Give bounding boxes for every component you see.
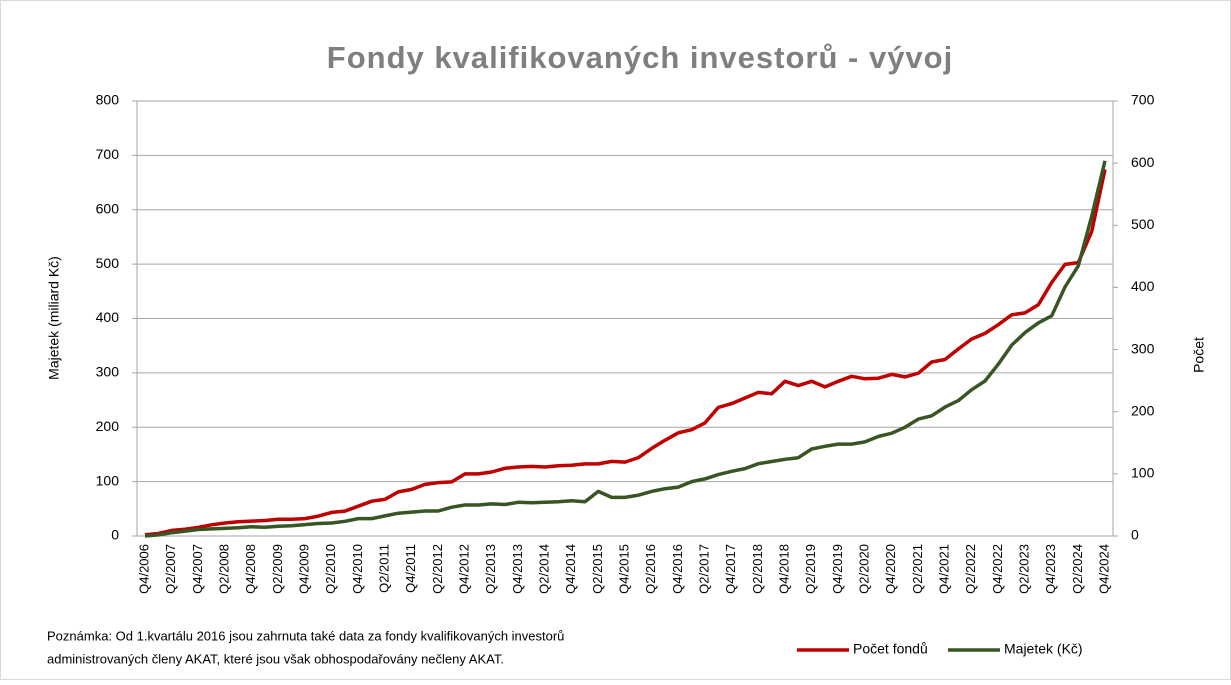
x-tick-label: Q2/2020 bbox=[856, 544, 871, 594]
x-tick-label: Q4/2017 bbox=[723, 544, 738, 594]
x-tick-label: Q2/2016 bbox=[643, 544, 658, 594]
legend-label: Počet fondů bbox=[853, 641, 928, 657]
x-tick-label: Q4/2007 bbox=[190, 544, 205, 594]
legend-label: Majetek (Kč) bbox=[1004, 641, 1083, 657]
x-tick-label: Q2/2013 bbox=[483, 544, 498, 594]
y-tick-label: 500 bbox=[96, 255, 120, 271]
y2-tick-label: 300 bbox=[1131, 340, 1155, 356]
x-tick-label: Q4/2016 bbox=[670, 544, 685, 594]
x-tick-label: Q4/2018 bbox=[776, 544, 791, 594]
chart-title: Fondy kvalifikovaných investorů - vývoj bbox=[327, 40, 953, 75]
y-tick-label: 0 bbox=[111, 527, 119, 543]
y2-tick-label: 0 bbox=[1131, 527, 1139, 543]
x-tick-label: Q4/2020 bbox=[883, 544, 898, 594]
y2-tick-label: 700 bbox=[1131, 92, 1155, 108]
x-tick-label: Q2/2011 bbox=[376, 544, 391, 593]
x-tick-label: Q2/2018 bbox=[750, 544, 765, 594]
y2-axis-label: Počet bbox=[1191, 337, 1207, 373]
x-tick-label: Q4/2023 bbox=[1043, 544, 1058, 594]
x-tick-label: Q4/2014 bbox=[563, 544, 578, 594]
y-tick-label: 300 bbox=[96, 364, 120, 380]
note: administrovaných členy AKAT, které jsou … bbox=[47, 651, 504, 666]
y2-tick-label: 200 bbox=[1131, 402, 1155, 418]
x-tick-label: Q2/2019 bbox=[803, 544, 818, 594]
x-tick-label: Q2/2012 bbox=[430, 544, 445, 594]
series-line bbox=[144, 169, 1107, 537]
x-tick-label: Q4/2019 bbox=[830, 544, 845, 594]
x-tick-label: Q2/2009 bbox=[270, 544, 285, 594]
x-tick-label: Q4/2013 bbox=[510, 544, 525, 594]
series-line bbox=[144, 160, 1107, 538]
x-tick-label: Q4/2008 bbox=[243, 544, 258, 594]
x-tick-label: Q2/2022 bbox=[963, 544, 978, 594]
x-tick-label: Q4/2011 bbox=[403, 544, 418, 593]
x-tick-label: Q2/2021 bbox=[910, 544, 925, 594]
x-tick-label: Q4/2024 bbox=[1096, 544, 1111, 594]
y-tick-label: 400 bbox=[96, 309, 120, 325]
x-tick-label: Q2/2023 bbox=[1016, 544, 1031, 594]
y2-tick-label: 600 bbox=[1131, 154, 1155, 170]
y-tick-label: 800 bbox=[96, 92, 120, 108]
x-tick-label: Q4/2010 bbox=[350, 544, 365, 594]
y2-tick-label: 500 bbox=[1131, 216, 1155, 232]
x-tick-label: Q2/2008 bbox=[216, 544, 231, 594]
y-tick-label: 600 bbox=[96, 200, 120, 216]
x-tick-label: Q2/2014 bbox=[536, 544, 551, 594]
x-tick-label: Q4/2022 bbox=[990, 544, 1005, 594]
y-tick-label: 700 bbox=[96, 146, 120, 162]
y-tick-label: 100 bbox=[96, 472, 120, 488]
x-tick-label: Q2/2017 bbox=[696, 544, 711, 594]
x-tick-label: Q4/2006 bbox=[136, 544, 151, 594]
x-tick-label: Q2/2007 bbox=[163, 544, 178, 594]
x-tick-label: Q2/2010 bbox=[323, 544, 338, 594]
y2-tick-label: 400 bbox=[1131, 278, 1155, 294]
x-tick-label: Q2/2024 bbox=[1070, 544, 1085, 594]
y-axis-label: Majetek (miliard Kč) bbox=[46, 256, 62, 380]
x-tick-label: Q4/2021 bbox=[936, 544, 951, 594]
x-tick-label: Q2/2015 bbox=[590, 544, 605, 594]
x-tick-label: Q4/2009 bbox=[296, 544, 311, 594]
note: Poznámka: Od 1.kvartálu 2016 jsou zahrnu… bbox=[47, 628, 564, 643]
y2-tick-label: 100 bbox=[1131, 465, 1155, 481]
y-tick-label: 200 bbox=[96, 418, 120, 434]
x-tick-label: Q4/2012 bbox=[456, 544, 471, 594]
x-tick-label: Q4/2015 bbox=[616, 544, 631, 594]
